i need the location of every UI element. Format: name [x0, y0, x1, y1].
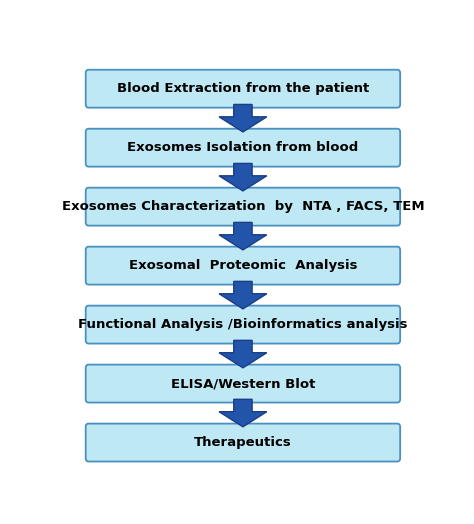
FancyBboxPatch shape	[86, 365, 400, 402]
FancyBboxPatch shape	[86, 423, 400, 462]
Text: Exosomal  Proteomic  Analysis: Exosomal Proteomic Analysis	[128, 259, 357, 272]
Text: Therapeutics: Therapeutics	[194, 436, 292, 449]
FancyBboxPatch shape	[86, 305, 400, 344]
Polygon shape	[219, 281, 267, 309]
Text: ELISA/Western Blot: ELISA/Western Blot	[171, 377, 315, 390]
Polygon shape	[219, 222, 267, 250]
Text: Blood Extraction from the patient: Blood Extraction from the patient	[117, 82, 369, 95]
Polygon shape	[219, 341, 267, 368]
FancyBboxPatch shape	[86, 247, 400, 285]
Text: Exosomes Isolation from blood: Exosomes Isolation from blood	[128, 141, 358, 154]
FancyBboxPatch shape	[86, 129, 400, 167]
FancyBboxPatch shape	[86, 188, 400, 226]
Text: Functional Analysis /Bioinformatics analysis: Functional Analysis /Bioinformatics anal…	[78, 318, 408, 331]
Text: Exosomes Characterization  by  NTA , FACS, TEM: Exosomes Characterization by NTA , FACS,…	[62, 200, 424, 213]
Polygon shape	[219, 399, 267, 427]
FancyBboxPatch shape	[86, 70, 400, 107]
Polygon shape	[219, 163, 267, 191]
Polygon shape	[219, 104, 267, 132]
